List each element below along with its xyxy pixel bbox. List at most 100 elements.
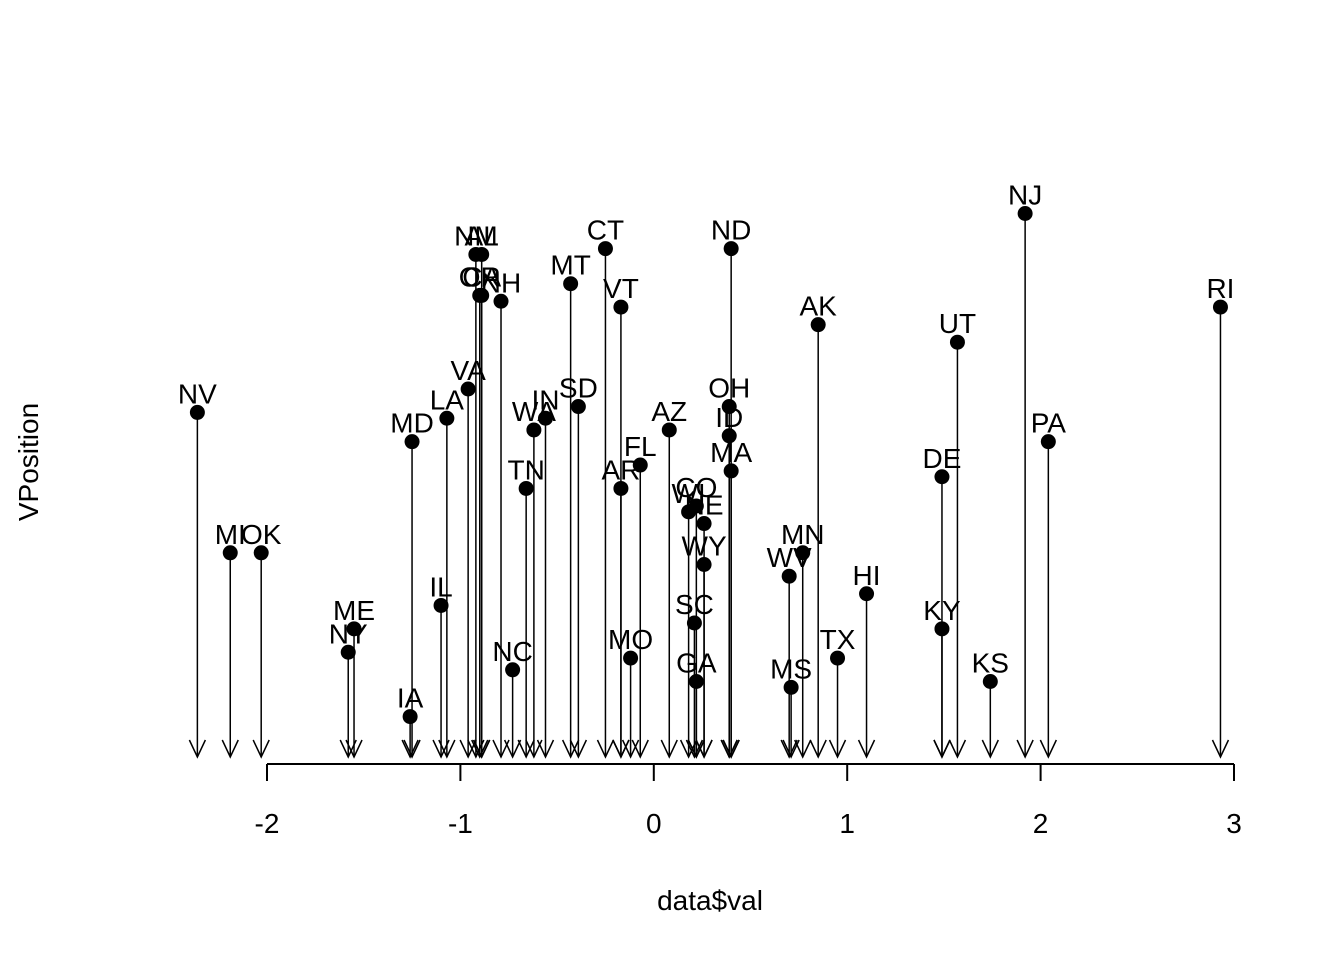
point-marker — [570, 399, 586, 415]
arrow-head — [631, 739, 649, 759]
point-label: PA — [1031, 408, 1067, 439]
x-axis: -2 -1 0 1 2 3 — [255, 763, 1242, 839]
point-marker — [934, 621, 950, 637]
point-label: WY — [682, 531, 727, 562]
point-label: KS — [972, 648, 1009, 679]
y-axis-label: VPosition — [13, 403, 44, 521]
point-marker — [982, 674, 998, 689]
data-point-ga: GA — [676, 648, 717, 759]
arrow-head — [252, 739, 270, 759]
point-label: CA — [462, 261, 501, 292]
arrow-head — [981, 739, 999, 759]
data-point-az: AZ — [651, 396, 687, 759]
point-label: SD — [559, 373, 598, 404]
arrow-head — [780, 739, 798, 759]
point-marker — [632, 457, 648, 473]
data-point-mn: MN — [781, 519, 825, 759]
x-tick-label: 2 — [1033, 808, 1049, 839]
point-label: ID — [715, 402, 743, 433]
arrow-head — [722, 739, 740, 759]
arrow-head — [720, 739, 738, 759]
point-marker — [934, 469, 950, 485]
arrow-head — [536, 739, 555, 759]
x-tick-label: 1 — [839, 808, 855, 839]
point-label: KY — [923, 595, 961, 626]
chart-marks: NVMIOKNYMEMDIAILLAVANMALORCANHNCTNWAINMT… — [178, 180, 1234, 759]
arrow-head — [345, 739, 363, 759]
arrow-head — [221, 739, 239, 759]
data-point-id: ID — [715, 402, 743, 759]
point-label: DE — [923, 443, 962, 474]
point-marker — [1212, 299, 1228, 315]
data-point-nh: NH — [481, 267, 521, 759]
arrow-head — [596, 739, 615, 759]
data-point-la: LA — [430, 384, 464, 759]
arrow-head — [401, 739, 419, 759]
point-label: MT — [550, 250, 590, 281]
point-marker — [830, 650, 846, 666]
data-point-ak: AK — [800, 291, 838, 759]
point-marker — [253, 545, 269, 561]
point-label: VA — [450, 355, 486, 386]
data-point-ia: IA — [397, 683, 424, 759]
data-point-wy: WY — [682, 531, 727, 759]
point-marker — [623, 650, 639, 666]
point-label: IN — [531, 384, 559, 415]
point-label: AZ — [651, 396, 687, 427]
point-label: OR — [459, 261, 501, 292]
arrow-head — [569, 739, 588, 759]
point-label: SC — [675, 589, 714, 620]
point-marker — [613, 480, 629, 496]
arrow-head — [612, 739, 630, 759]
data-point-ut: UT — [939, 308, 976, 759]
point-marker — [810, 317, 826, 333]
point-label: OK — [241, 519, 282, 550]
arrow-head — [1039, 739, 1058, 759]
point-marker — [346, 621, 362, 637]
point-marker — [404, 434, 420, 450]
arrow-head — [1016, 739, 1034, 759]
arrow-head — [695, 739, 713, 759]
point-marker — [563, 276, 579, 292]
point-marker — [696, 516, 712, 532]
x-tick-label: 3 — [1226, 808, 1242, 839]
data-point-mi: MI — [215, 519, 246, 759]
point-label: MO — [608, 624, 653, 655]
point-label: OH — [708, 373, 750, 404]
point-label: NV — [178, 378, 217, 409]
point-marker — [340, 644, 356, 660]
data-point-in: IN — [531, 384, 559, 759]
point-marker — [222, 545, 238, 561]
point-marker — [723, 463, 739, 479]
point-marker — [474, 287, 490, 303]
point-label: AL — [465, 220, 499, 251]
data-point-sc: SC — [675, 589, 714, 759]
point-marker — [781, 568, 797, 584]
data-point-md: MD — [390, 408, 434, 759]
data-point-or: OR — [459, 261, 501, 759]
data-point-me: ME — [333, 595, 375, 759]
arrow-head — [525, 739, 543, 759]
point-label: HI — [853, 560, 881, 591]
point-label: MA — [710, 437, 752, 468]
data-point-nv: NV — [178, 378, 217, 759]
point-marker — [433, 597, 449, 613]
arrow-head — [828, 739, 847, 759]
point-marker — [795, 545, 811, 561]
point-label: MN — [781, 519, 825, 550]
point-marker — [402, 709, 418, 725]
data-point-ct: CT — [587, 215, 624, 759]
data-point-ca: CA — [462, 261, 501, 759]
point-marker — [613, 299, 629, 315]
arrow-head — [857, 739, 876, 759]
arrow-head — [794, 739, 812, 759]
x-tick-label: 0 — [646, 808, 662, 839]
point-marker — [696, 557, 712, 572]
point-label: AK — [800, 291, 838, 322]
arrow-head — [472, 739, 491, 759]
point-label: MS — [770, 653, 812, 684]
point-label: GA — [676, 648, 717, 679]
point-marker — [783, 679, 799, 695]
point-label: NH — [481, 267, 521, 298]
point-label: RI — [1206, 273, 1234, 304]
